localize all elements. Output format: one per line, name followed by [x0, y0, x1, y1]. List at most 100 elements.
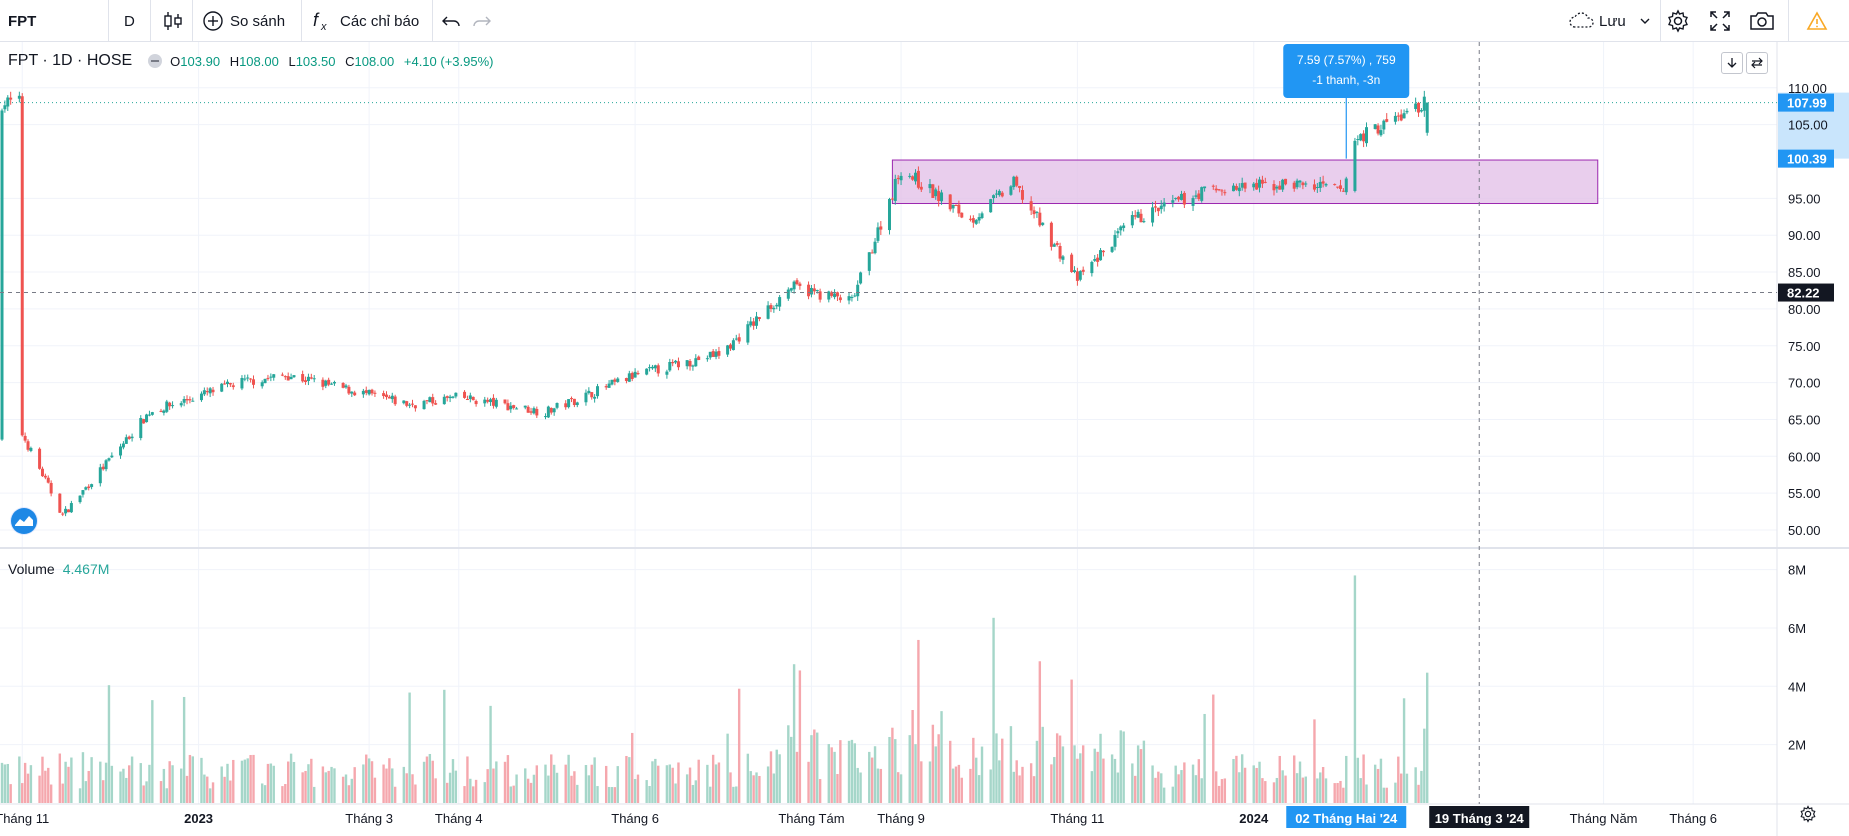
candle-body [1058, 245, 1062, 259]
price-tick-label: 95.00 [1788, 191, 1821, 206]
volume-bar [148, 764, 151, 803]
candle-body [69, 503, 73, 513]
visibility-toggle-icon[interactable] [148, 54, 163, 68]
candle-body [1009, 186, 1013, 195]
candle-body [101, 466, 105, 470]
volume-bar [388, 758, 391, 803]
volume-bar [486, 769, 489, 803]
volume-bar [1281, 770, 1284, 803]
indicators-button[interactable]: f x Các chỉ báo [312, 0, 419, 42]
candle-body [847, 296, 851, 301]
volume-bar [159, 781, 163, 803]
candle-body [954, 205, 958, 207]
volume-bar [327, 770, 330, 803]
fullscreen-button[interactable] [1709, 0, 1731, 42]
chart-type-button[interactable] [162, 0, 184, 42]
volume-bar [402, 766, 406, 803]
warning-button[interactable] [1806, 0, 1828, 42]
volume-bar [737, 688, 741, 803]
symbol-search-button[interactable]: FPT [8, 0, 36, 42]
undo-button[interactable] [441, 0, 461, 42]
volume-bar [550, 754, 553, 803]
interval-button[interactable]: D [124, 0, 135, 42]
candle-body [708, 351, 712, 358]
volume-bar [1212, 694, 1215, 803]
settings-button[interactable] [1666, 0, 1690, 42]
volume-bar [1336, 782, 1339, 803]
volume-bar [876, 768, 880, 803]
volume-bar [1397, 756, 1400, 803]
volume-bar [891, 727, 894, 803]
volume-bar [648, 785, 651, 803]
volume-bar [1339, 780, 1342, 803]
price-tick-label: 85.00 [1788, 265, 1821, 280]
redo-button[interactable] [472, 0, 492, 42]
candle-body [896, 177, 900, 179]
volume-bar [633, 779, 637, 803]
candle-body [147, 414, 151, 416]
volume-bar [509, 786, 512, 803]
candle-body [572, 398, 576, 406]
candle-body [503, 399, 507, 404]
volume-bar [1304, 776, 1307, 803]
candle-body [604, 386, 608, 388]
candle-body [757, 317, 761, 319]
candle-body [1162, 202, 1166, 207]
volume-bar [1423, 728, 1426, 803]
price-range-box[interactable] [891, 159, 1599, 205]
candle-body [656, 365, 660, 374]
candle-body [353, 392, 357, 396]
divider [1788, 0, 1789, 42]
camera-icon [1750, 12, 1774, 30]
volume-bar [807, 761, 810, 803]
volume-bar [29, 765, 33, 803]
candle-body [49, 482, 53, 494]
screenshot-button[interactable] [1749, 0, 1775, 42]
candle-body [1232, 185, 1236, 192]
auto-scale-button[interactable] [1746, 52, 1768, 74]
volume-bar [1122, 731, 1125, 803]
time-axis-settings-button[interactable] [1799, 805, 1817, 828]
volume-bar [1353, 575, 1357, 803]
candle-body [1362, 133, 1366, 142]
candle-body [1281, 179, 1285, 190]
volume-bar [246, 758, 249, 803]
volume-bar [1238, 772, 1241, 803]
candle-body [729, 344, 733, 349]
volume-bar [535, 765, 539, 803]
volume-bar [654, 758, 657, 803]
scroll-down-button[interactable] [1721, 52, 1743, 74]
candle-body [330, 383, 334, 385]
volume-bar [1058, 735, 1062, 803]
candle-body [1234, 186, 1238, 190]
volume-bar [1298, 761, 1302, 803]
volume-bar [896, 772, 900, 803]
volume-bar [610, 787, 614, 803]
volume-bar [1029, 763, 1033, 803]
candle-body [980, 213, 984, 219]
candle-body [1284, 178, 1288, 185]
volume-bar [547, 775, 550, 803]
crosshair-price-tag-bg [1778, 283, 1834, 302]
candle-body [992, 195, 996, 199]
time-axis[interactable]: Tháng 11 2023 Tháng 3 Tháng 4 Tháng 6 Tháng T… [0, 806, 1717, 828]
candle-body [66, 509, 70, 513]
volume-bar [1402, 698, 1406, 803]
volume-bar [813, 729, 816, 803]
volume-bar [732, 786, 735, 803]
volume-bar [3, 764, 7, 803]
price-axis[interactable]: 110.00 105.00 95.00 90.00 85.00 80.00 75.00 70.… [1778, 81, 1834, 538]
volume-bar [1223, 778, 1227, 803]
candle-body [1032, 210, 1036, 215]
volume-bar [191, 756, 194, 803]
volume-bar [1119, 730, 1122, 803]
brand-logo[interactable] [10, 507, 38, 535]
compare-button[interactable]: So sánh [202, 0, 285, 42]
volume-bar [1426, 672, 1429, 803]
save-button[interactable]: Lưu [1568, 0, 1652, 42]
candle-body [564, 403, 568, 408]
volume-bar [21, 783, 24, 803]
candle-body [9, 97, 13, 100]
candle-body [1142, 221, 1146, 223]
